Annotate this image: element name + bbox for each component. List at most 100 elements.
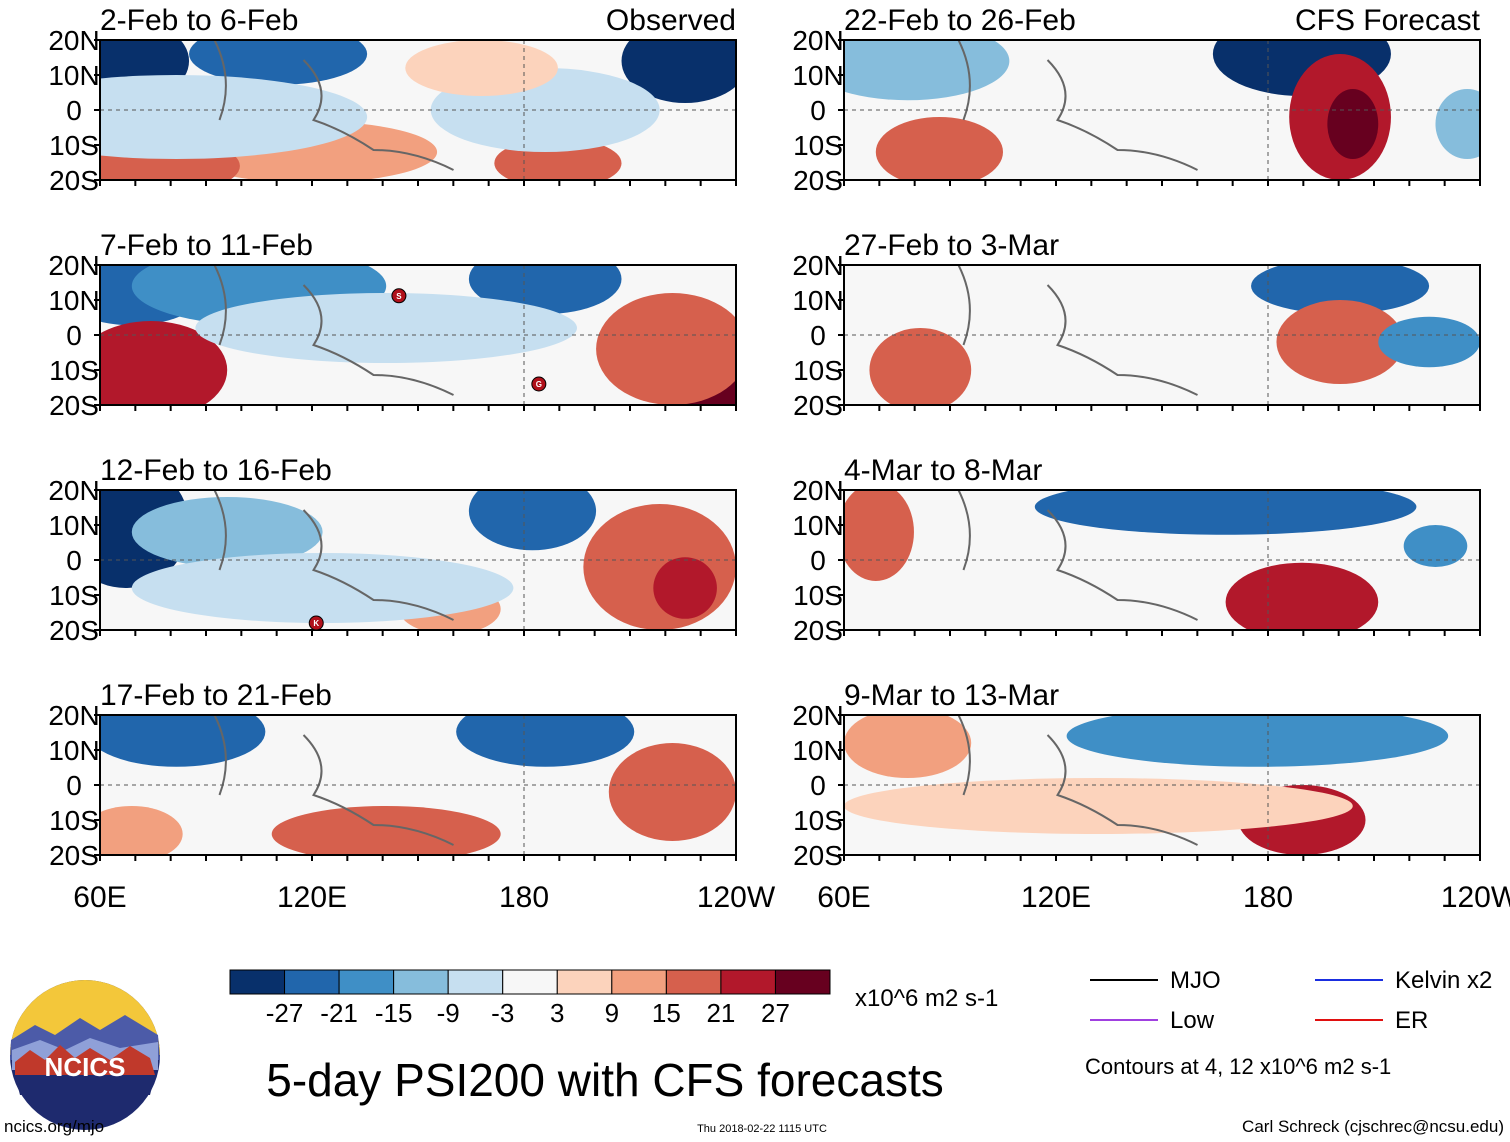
legend-label: MJO	[1170, 967, 1221, 994]
coastline	[957, 265, 1198, 396]
coastline	[213, 715, 454, 846]
colorbar-label: -27	[266, 998, 304, 1028]
legend-label: Low	[1170, 1007, 1215, 1034]
lat-tick-label: 10S	[49, 355, 99, 386]
colorbar-swatch	[556, 969, 613, 995]
lon-tick-label: 180	[499, 881, 549, 914]
lat-tick-label: 10S	[49, 130, 99, 161]
anomaly-field	[100, 715, 266, 767]
contour-note: Contours at 4, 12 x10^6 m2 s-1	[1085, 1054, 1391, 1079]
lat-tick-label: 20S	[793, 615, 843, 646]
lat-tick-label: 20S	[793, 165, 843, 196]
lon-tick-label: 60E	[73, 881, 126, 914]
anomaly-field	[875, 117, 1003, 180]
colorbar-swatch	[720, 969, 776, 995]
anomaly-field	[1225, 562, 1379, 630]
tropical-cyclone-label: G	[536, 380, 542, 389]
anomaly-field	[608, 743, 736, 841]
lat-tick-label: 10S	[793, 580, 843, 611]
lat-tick-label: 20N	[48, 475, 99, 506]
colorbar: -27 -21 -15 -9 -3 3 9 15 21 27 x10^6 m2 s-1	[229, 969, 998, 1028]
lat-tick-label: 0	[810, 95, 826, 126]
tropical-cyclone-label: S	[396, 292, 402, 301]
anomaly-field	[844, 715, 972, 778]
coastline	[213, 40, 454, 171]
anomaly-field	[100, 321, 228, 405]
footer-left: ncics.org/mjo	[4, 1117, 104, 1136]
anomaly-field	[1435, 89, 1480, 159]
lat-tick-label: 20S	[793, 390, 843, 421]
tropical-cyclone-icon: K	[308, 615, 324, 631]
panel-title: 2-Feb to 6-Feb	[100, 4, 298, 37]
colorbar-units: x10^6 m2 s-1	[855, 985, 998, 1012]
lat-tick-label: 20S	[49, 615, 99, 646]
anomaly-field	[189, 40, 368, 85]
lat-tick-label: 10N	[48, 60, 99, 91]
figure-title: 5-day PSI200 with CFS forecasts	[266, 1054, 944, 1106]
colorbar-swatch	[611, 969, 667, 995]
anomaly-field	[1378, 316, 1480, 368]
tropical-cyclone-label: K	[313, 619, 319, 628]
lat-tick-label: 20S	[49, 840, 99, 871]
lat-tick-label: 0	[810, 770, 826, 801]
lat-tick-label: 10N	[792, 60, 843, 91]
panel-title: 27-Feb to 3-Mar	[844, 229, 1059, 262]
lat-tick-label: 0	[66, 770, 82, 801]
anomaly-field	[1251, 265, 1430, 314]
panel-title: 7-Feb to 11-Feb	[100, 229, 313, 262]
anomaly-field	[844, 778, 1353, 834]
anomaly-field	[1276, 300, 1404, 384]
lat-tick-label: 0	[66, 320, 82, 351]
panel-title: 12-Feb to 16-Feb	[100, 454, 332, 487]
lat-tick-label: 10S	[793, 355, 843, 386]
lon-tick-label: 120E	[1021, 881, 1091, 914]
lat-tick-label: 0	[810, 320, 826, 351]
coastline	[213, 490, 454, 621]
anomaly-field	[596, 293, 736, 405]
colorbar-swatch	[774, 969, 831, 995]
colorbar-label: -15	[375, 998, 413, 1028]
forecast-label: CFS Forecast	[1295, 4, 1481, 37]
lat-tick-label: 20N	[48, 250, 99, 281]
anomaly-field	[456, 715, 635, 767]
lon-tick-label: 120W	[1441, 881, 1510, 914]
anomaly-field	[131, 497, 323, 567]
colorbar-swatch	[665, 969, 722, 995]
logo-text: NCICS	[45, 1052, 126, 1082]
anomaly-field	[100, 75, 368, 159]
colorbar-swatch	[284, 969, 340, 995]
lat-tick-label: 10N	[48, 285, 99, 316]
coastline	[957, 715, 1198, 846]
lat-tick-label: 20N	[792, 25, 843, 56]
panel-title: 17-Feb to 21-Feb	[100, 679, 332, 712]
tropical-cyclone-icon: S	[391, 288, 407, 304]
colorbar-label: 15	[652, 998, 681, 1028]
anomaly-field	[869, 328, 972, 405]
lat-tick-label: 0	[66, 95, 82, 126]
colorbar-label: 3	[550, 998, 564, 1028]
lat-tick-label: 10N	[48, 735, 99, 766]
colorbar-swatch	[447, 969, 504, 995]
anomaly-field	[1034, 490, 1417, 535]
lat-tick-label: 20N	[792, 475, 843, 506]
coastline	[957, 490, 1198, 621]
colorbar-label: 27	[761, 998, 790, 1028]
lat-tick-label: 20N	[792, 250, 843, 281]
anomaly-field	[583, 504, 736, 630]
lat-tick-label: 20S	[49, 165, 99, 196]
lat-tick-label: 20S	[49, 390, 99, 421]
colorbar-swatch	[229, 969, 286, 995]
lat-tick-label: 10S	[793, 805, 843, 836]
lat-tick-label: 10N	[48, 510, 99, 541]
lat-tick-label: 10N	[792, 285, 843, 316]
lon-tick-label: 120E	[277, 881, 347, 914]
anomaly-field	[653, 557, 717, 619]
panel-title: 22-Feb to 26-Feb	[844, 4, 1076, 37]
